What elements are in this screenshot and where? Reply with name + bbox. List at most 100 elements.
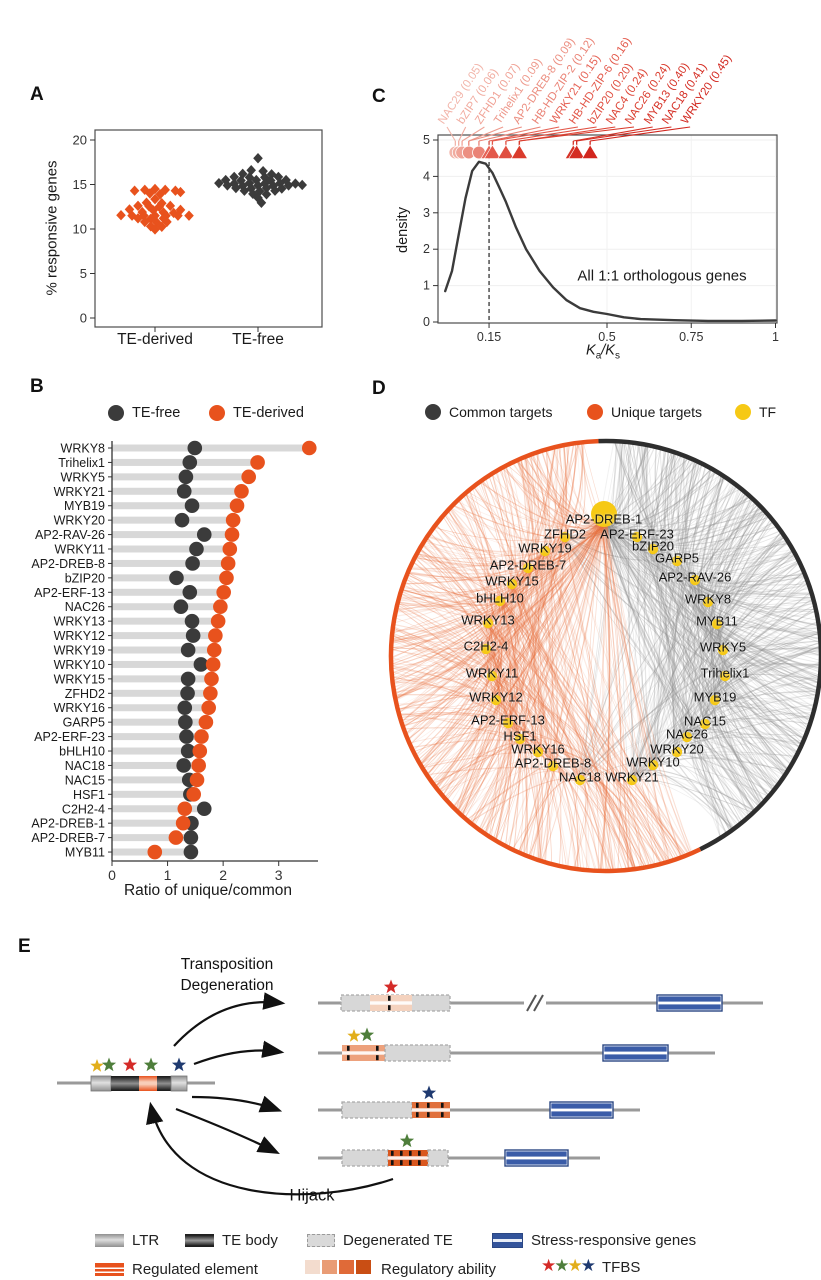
tf-node-WRKY12 [490,694,502,706]
tf-node-NAC18 [574,774,586,786]
svg-text:AP2-DREB-1: AP2-DREB-1 [31,817,105,831]
svg-text:AP2-DREB-7: AP2-DREB-7 [31,831,105,845]
tf-node-WRKY21 [626,774,638,786]
svg-text:WRKY5: WRKY5 [61,470,106,484]
tfbs-star-icon [347,1029,361,1042]
unique-arc [388,438,702,874]
svg-text:2: 2 [219,867,227,883]
tfbs-star-icon [101,1057,117,1072]
tf-label-WRKY16: WRKY16 [511,741,565,757]
track-WRKY16 [112,704,209,712]
tf-label-WRKY21: WRKY21 [605,769,659,785]
ltr-label: LTR [132,1232,160,1249]
tfbs-star-icon [143,1057,159,1072]
ltr-box [90,1075,112,1092]
tf-label-ZFHD2: ZFHD2 [544,526,586,542]
tf-node-WRKY8 [702,596,714,608]
svg-text:WRKY12: WRKY12 [54,629,105,643]
svg-text:NAC26: NAC26 [65,600,105,614]
te-free-dot-icon [108,405,124,421]
svg-text:0: 0 [423,315,430,329]
svg-text:10: 10 [73,222,87,237]
track-NAC15 [112,776,198,784]
legend-te-derived-label: TE-derived [233,405,304,421]
legend-regulatory-ability: Regulatory ability [305,1260,496,1279]
tf-node-WRKY11 [486,670,498,682]
unique-targets-dot-icon [587,404,603,420]
tf-node-AP2-DREB-7 [522,562,534,574]
regulatory-ability-label: Regulatory ability [381,1261,497,1278]
tf-node-Trihelix1 [719,670,731,682]
svg-text:1: 1 [164,867,172,883]
track-bHLH10 [112,747,200,755]
stress-genes-swatch-icon [492,1233,523,1248]
svg-text:WRKY16: WRKY16 [54,701,105,715]
degenerated-te-box [427,1149,449,1167]
tf-node-HSF1 [514,733,526,745]
track-WRKY13 [112,617,219,625]
density-curve [444,160,777,323]
degenerated-te-box [341,1149,389,1167]
svg-text:WRKY15: WRKY15 [54,672,105,686]
svg-text:ZFHD2: ZFHD2 [65,687,105,701]
regulated-element-swatch-icon [95,1263,124,1276]
tf-dot-icon [735,404,751,420]
svg-text:0: 0 [80,311,87,326]
hijack-arrow [146,1101,394,1196]
te-body-label: TE body [222,1232,278,1249]
regulated-element-label: Regulated element [132,1261,258,1278]
panel-c-y-axis-title: density [395,207,411,253]
track-NAC26 [112,603,221,611]
svg-text:3: 3 [423,206,430,220]
tf-label-Trihelix1: Trihelix1 [700,665,750,681]
panel-c-plot: 0 1 2 3 4 5 0.15 0.5 0.75 1 [423,126,779,344]
regulated-element-box [139,1076,157,1091]
te-derived-dot-icon [209,405,225,421]
tf-node-WRKY10 [647,759,659,771]
tf-label-WRKY11: WRKY11 [465,665,519,681]
tf-label-NAC26: NAC26 [666,726,708,742]
tf-label-bHLH10: bHLH10 [476,590,524,606]
degenerated-te-label: Degenerated TE [343,1232,453,1249]
svg-text:HSF1: HSF1 [73,788,105,802]
common-arc [598,438,821,852]
track-NAC18 [112,761,199,769]
track-HSF1 [112,790,194,798]
panel-b-label: B [30,376,44,397]
track-WRKY12 [112,632,216,640]
tf-node-AP2-DREB-8 [547,760,559,772]
tf-node-WRKY19 [539,545,551,557]
svg-text:MYB11: MYB11 [65,846,105,860]
tf-node-NAC15 [699,718,711,730]
tf-node-MYB19 [709,694,721,706]
tf-label-WRKY12: WRKY12 [469,689,523,705]
panel-a-plot: 0 5 10 15 20 [73,129,323,332]
tf-node-WRKY16 [532,746,544,758]
track-AP2-DREB-1 [112,819,192,827]
tfbs-star-icon [171,1057,187,1072]
tf-label-GARP5: GARP5 [654,550,700,566]
svg-text:0: 0 [108,867,116,883]
svg-text:20: 20 [73,133,87,148]
svg-text:WRKY11: WRKY11 [55,543,106,557]
regulatory-ability-swatch-icon [305,1260,373,1279]
green-star-icon: ★ [554,1256,569,1275]
svg-text:C2H2-4: C2H2-4 [62,802,105,816]
transposition-arrow [173,992,286,1047]
degenerated-te-swatch-icon [307,1234,335,1247]
tf-label-MYB11: MYB11 [696,613,738,629]
svg-text:0.75: 0.75 [679,330,703,344]
track-C2H2-4 [112,805,205,813]
svg-text:WRKY13: WRKY13 [54,615,105,629]
regulatory-ability-square [339,1260,354,1274]
track-AP2-ERF-13 [112,588,224,596]
tf-node-AP2-RAV-26 [689,574,701,586]
svg-text:2: 2 [423,242,430,256]
tf-label-AP2-DREB-7: AP2-DREB-7 [489,557,567,573]
legend-degenerated-te: Degenerated TE [307,1232,453,1249]
tfbs-label: TFBS [602,1258,641,1276]
legend-te-free: TE-free [108,405,180,421]
tf-label-AP2-ERF-13: AP2-ERF-13 [471,712,545,728]
legend-tfbs: ★★★★ TFBS [541,1256,641,1276]
tf-label-WRKY10: WRKY10 [626,754,680,770]
